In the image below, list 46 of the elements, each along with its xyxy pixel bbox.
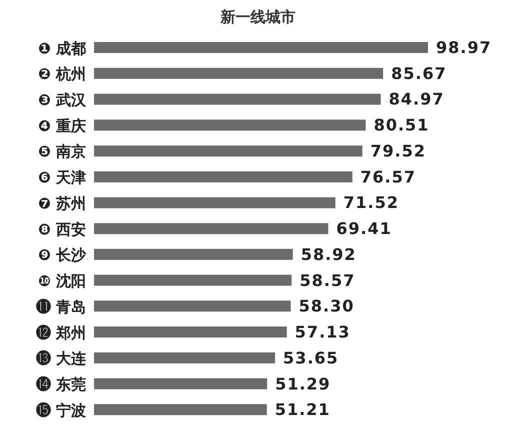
y-tick-label: ❿ 沈阳 (38, 272, 86, 290)
data-label: 80.51 (374, 116, 430, 135)
bar (94, 171, 352, 182)
data-label: 51.29 (275, 374, 331, 394)
bar (94, 274, 292, 286)
bar (94, 42, 428, 53)
bar (94, 352, 276, 364)
bar (94, 378, 268, 390)
bar (94, 94, 381, 105)
bar (94, 326, 287, 338)
y-tick-label: ⓫ 青岛 (36, 298, 86, 316)
bar (94, 145, 362, 156)
chart-title: 新一线城市 (219, 8, 296, 27)
data-label: 79.52 (370, 141, 426, 160)
data-label: 71.52 (343, 193, 399, 212)
bar (94, 300, 291, 312)
y-tick-label: ⓭ 大连 (36, 350, 87, 368)
bar (94, 197, 336, 208)
y-tick-label: ❾ 长沙 (38, 246, 87, 264)
y-tick-label: ⓮ 东莞 (36, 376, 86, 394)
data-label: 98.97 (436, 38, 492, 57)
bar (94, 223, 328, 234)
data-label: 76.57 (360, 167, 416, 186)
data-label: 58.57 (300, 270, 356, 290)
y-tick-label: ❹ 重庆 (38, 116, 86, 135)
y-tick-label: ⓬ 郑州 (36, 324, 86, 342)
y-tick-label: ⓯ 宁波 (36, 401, 86, 420)
bar (94, 68, 384, 79)
y-tick-label: ❺ 南京 (38, 142, 86, 161)
data-label: 53.65 (283, 348, 339, 368)
y-tick-label: ❽ 西安 (38, 220, 86, 238)
data-label: 57.13 (294, 322, 350, 342)
y-tick-label: ❸ 武汉 (38, 90, 87, 109)
data-label: 69.41 (336, 219, 392, 238)
bar (94, 120, 366, 131)
data-label: 85.67 (391, 64, 447, 83)
data-label: 58.30 (298, 296, 354, 316)
data-label: 84.97 (388, 90, 444, 109)
bar (94, 404, 267, 416)
y-tick-label: ❶ 成都 (38, 39, 86, 58)
y-tick-label: ❷ 杭州 (38, 65, 86, 84)
y-tick-label: ❻ 天津 (38, 168, 86, 187)
data-label: 51.21 (274, 400, 330, 420)
data-label: 58.92 (300, 244, 356, 264)
y-tick-label: ❼ 苏州 (38, 194, 86, 212)
bar (94, 248, 293, 260)
